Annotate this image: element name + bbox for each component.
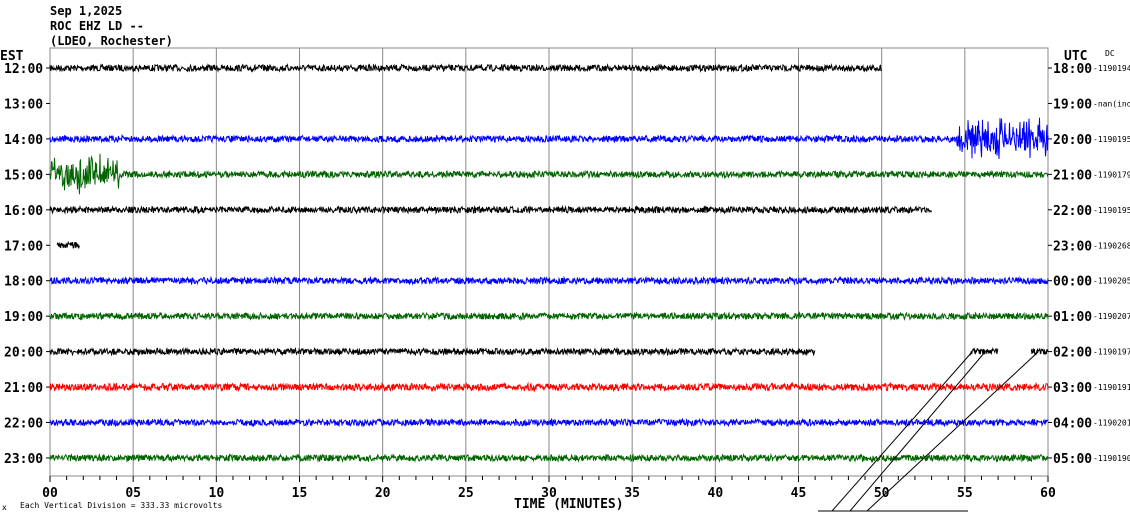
dc-offset-value: -1190207 bbox=[1093, 312, 1130, 321]
trace-segment bbox=[49, 346, 816, 357]
dc-offset-value: -1190197 bbox=[1093, 348, 1130, 357]
utc-hour-label: 03:00 bbox=[1053, 381, 1092, 396]
est-hour-label: 21:00 bbox=[4, 381, 43, 396]
x-tick-label: 55 bbox=[957, 486, 973, 501]
x-tick-label: 25 bbox=[458, 486, 474, 501]
dc-offset-value: -1190201 bbox=[1093, 419, 1130, 428]
dc-offset-value: -1190191 bbox=[1093, 383, 1130, 392]
trace-segment bbox=[49, 117, 1049, 159]
trace-segment bbox=[49, 63, 882, 73]
dc-offset-value: -1190268 bbox=[1093, 241, 1130, 250]
est-hour-label: 23:00 bbox=[4, 452, 43, 467]
dc-offset-value: -1190195 bbox=[1093, 206, 1130, 215]
x-tick-label: 20 bbox=[375, 486, 391, 501]
est-hour-label: 14:00 bbox=[4, 133, 43, 148]
artifact-line bbox=[866, 351, 1039, 512]
trace-segment bbox=[49, 311, 1049, 322]
est-hour-label: 16:00 bbox=[4, 204, 43, 219]
x-tick-label: 50 bbox=[874, 486, 890, 501]
trace-segment bbox=[49, 381, 1049, 393]
artifact-line bbox=[831, 351, 973, 512]
x-axis-title: TIME (MINUTES) bbox=[514, 497, 624, 512]
dc-offset-value: -1190205 bbox=[1093, 277, 1130, 286]
x-tick-label: 15 bbox=[292, 486, 308, 501]
utc-hour-label: 01:00 bbox=[1053, 310, 1092, 325]
artifact-line bbox=[849, 351, 986, 512]
dc-offset-value: -1190190 bbox=[1093, 454, 1130, 463]
est-hour-label: 13:00 bbox=[4, 97, 43, 112]
utc-hour-label: 21:00 bbox=[1053, 168, 1092, 183]
utc-axis-label: UTC bbox=[1064, 49, 1087, 64]
trace-segment bbox=[49, 153, 1049, 195]
x-tick-label: 05 bbox=[125, 486, 141, 501]
utc-hour-label: 02:00 bbox=[1053, 346, 1092, 361]
corner-mark: x bbox=[2, 503, 7, 512]
est-hour-label: 15:00 bbox=[4, 168, 43, 183]
x-tick-label: 10 bbox=[209, 486, 225, 501]
dc-offset-value: -nan(ind bbox=[1093, 99, 1130, 108]
est-axis-label: EST bbox=[0, 49, 24, 64]
trace-segment bbox=[49, 417, 1049, 428]
utc-hour-label: 23:00 bbox=[1053, 239, 1092, 254]
est-hour-label: 12:00 bbox=[4, 62, 43, 77]
utc-hour-label: 00:00 bbox=[1053, 275, 1092, 290]
est-hour-label: 19:00 bbox=[4, 310, 43, 325]
x-tick-label: 45 bbox=[791, 486, 807, 501]
x-tick-label: 40 bbox=[708, 486, 724, 501]
date-label: Sep 1,2025 bbox=[50, 4, 123, 18]
dc-offset-value: -1190194 bbox=[1093, 64, 1130, 73]
x-tick-label: 60 bbox=[1040, 486, 1056, 501]
trace-segment bbox=[1030, 347, 1049, 357]
x-tick-label: 30 bbox=[541, 486, 557, 501]
network-label: (LDEO, Rochester) bbox=[50, 34, 173, 48]
utc-hour-label: 04:00 bbox=[1053, 417, 1092, 432]
utc-hour-label: 18:00 bbox=[1053, 62, 1092, 77]
utc-hour-label: 19:00 bbox=[1053, 97, 1092, 112]
est-hour-label: 17:00 bbox=[4, 239, 43, 254]
trace-segment bbox=[49, 204, 932, 215]
station-label: ROC EHZ LD -- bbox=[50, 19, 144, 33]
est-hour-label: 22:00 bbox=[4, 417, 43, 432]
dc-offset-value: -1190179 bbox=[1093, 170, 1130, 179]
trace-segment bbox=[49, 275, 1049, 286]
dc-label: DC bbox=[1105, 49, 1115, 58]
dc-offset-value: -1190195 bbox=[1093, 135, 1130, 144]
trace-segment bbox=[56, 240, 80, 249]
utc-hour-label: 05:00 bbox=[1053, 452, 1092, 467]
x-tick-label: 00 bbox=[42, 486, 58, 501]
scale-note: Each Vertical Division = 333.33 microvol… bbox=[20, 501, 222, 510]
est-hour-label: 20:00 bbox=[4, 346, 43, 361]
utc-hour-label: 22:00 bbox=[1053, 204, 1092, 219]
utc-hour-label: 20:00 bbox=[1053, 133, 1092, 148]
est-hour-label: 18:00 bbox=[4, 275, 43, 290]
trace-segment bbox=[49, 452, 1049, 464]
x-tick-label: 35 bbox=[624, 486, 640, 501]
